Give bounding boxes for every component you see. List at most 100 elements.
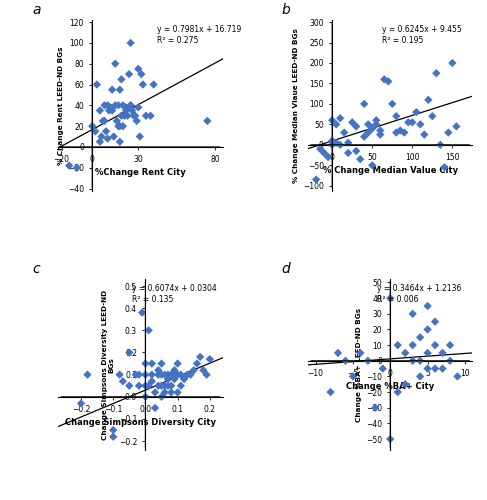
Point: [380, 76, 388, 84]
Point: [137, 70, 145, 78]
Point: [344, 139, 352, 147]
Point: [136, 132, 144, 140]
Text: a: a: [32, 2, 40, 16]
Point: [102, 128, 110, 136]
Point: [439, 349, 447, 357]
Point: [328, 116, 336, 124]
Point: [105, 106, 113, 114]
Point: [139, 80, 147, 88]
Point: [424, 302, 431, 310]
Point: [154, 366, 162, 374]
Point: [99, 117, 107, 125]
Point: [328, 136, 336, 144]
Point: [187, 370, 194, 378]
Point: [167, 370, 175, 378]
Point: [352, 147, 360, 155]
Point: [356, 349, 364, 357]
Point: [121, 112, 129, 120]
Point: [439, 364, 447, 372]
Point: [158, 370, 166, 378]
Point: [349, 372, 357, 380]
Point: [373, 116, 380, 124]
Point: [372, 404, 379, 411]
Point: [112, 60, 119, 68]
Point: [88, 122, 96, 130]
Point: [416, 120, 424, 128]
Point: [147, 112, 154, 120]
Point: [148, 360, 156, 368]
Y-axis label: Change %BA+ LEED-ND BGs: Change %BA+ LEED-ND BGs: [356, 308, 362, 422]
Point: [134, 104, 142, 112]
Point: [364, 120, 372, 128]
Point: [114, 122, 122, 130]
Point: [77, 400, 85, 407]
Text: y = 0.6074x + 0.0304
R² = 0.135: y = 0.6074x + 0.0304 R² = 0.135: [132, 284, 217, 304]
Point: [170, 366, 178, 374]
Point: [158, 360, 166, 368]
X-axis label: Change %BA+ City: Change %BA+ City: [346, 382, 434, 392]
Point: [364, 128, 372, 136]
Point: [200, 366, 207, 374]
Point: [320, 149, 328, 157]
Point: [84, 370, 92, 378]
Point: [122, 104, 130, 112]
Point: [145, 382, 152, 390]
Point: [337, 114, 344, 122]
Point: [134, 65, 142, 73]
Point: [158, 393, 166, 401]
X-axis label: % Change Median Value City: % Change Median Value City: [323, 166, 458, 175]
Point: [394, 341, 402, 349]
Point: [445, 128, 452, 136]
Point: [452, 122, 460, 130]
Point: [96, 138, 104, 145]
Point: [131, 112, 139, 120]
Point: [352, 122, 360, 130]
Point: [432, 69, 440, 77]
Point: [420, 130, 428, 138]
Point: [429, 112, 436, 120]
Point: [388, 100, 396, 108]
Point: [164, 370, 172, 378]
Point: [440, 164, 448, 172]
Point: [158, 382, 166, 390]
Point: [416, 334, 424, 342]
Point: [328, 141, 336, 149]
Point: [96, 106, 104, 114]
Point: [148, 370, 156, 378]
Point: [368, 162, 376, 170]
Point: [400, 128, 408, 136]
Point: [332, 120, 340, 128]
Point: [368, 124, 376, 132]
Point: [114, 102, 122, 110]
Point: [324, 153, 332, 161]
Point: [412, 108, 420, 116]
Point: [327, 388, 335, 396]
Point: [174, 388, 182, 396]
Point: [108, 106, 116, 114]
Point: [116, 86, 124, 94]
Point: [386, 435, 394, 443]
Point: [401, 349, 409, 357]
Y-axis label: % Change Median Vlaue LEED-ND BGs: % Change Median Vlaue LEED-ND BGs: [293, 28, 299, 183]
Point: [117, 112, 125, 120]
Point: [204, 117, 211, 125]
Point: [110, 132, 117, 140]
Point: [116, 122, 124, 130]
Point: [113, 117, 121, 125]
Point: [164, 375, 172, 383]
Point: [133, 117, 141, 125]
Point: [184, 370, 191, 378]
Point: [161, 370, 169, 378]
Point: [142, 382, 150, 390]
Point: [93, 80, 101, 88]
Point: [125, 70, 133, 78]
Point: [206, 355, 214, 363]
Point: [116, 138, 124, 145]
Point: [364, 357, 372, 365]
Point: [348, 118, 356, 126]
Point: [379, 364, 387, 372]
Point: [356, 155, 364, 163]
Point: [150, 80, 157, 88]
Point: [138, 308, 146, 316]
X-axis label: %Change Rent City: %Change Rent City: [95, 168, 186, 177]
